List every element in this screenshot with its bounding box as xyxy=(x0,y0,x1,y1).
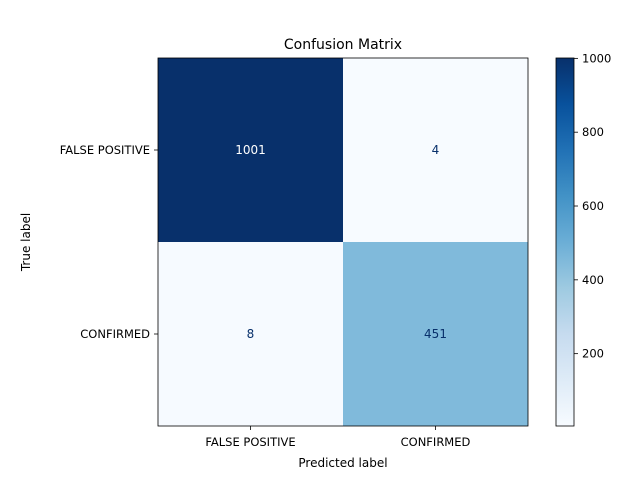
x-axis-label: Predicted label xyxy=(298,456,387,470)
heatmap-cells xyxy=(158,58,528,426)
heatmap-cell xyxy=(158,242,343,426)
colorbar-ticks: 200 400 600 800 1000 xyxy=(574,51,611,361)
heatmap-cell xyxy=(158,58,343,242)
colorbar-tick-label: 600 xyxy=(582,199,604,213)
x-tick-label: FALSE POSITIVE xyxy=(205,435,295,449)
y-axis-ticks: FALSE POSITIVE CONFIRMED xyxy=(60,143,158,341)
y-tick-label: FALSE POSITIVE xyxy=(60,143,150,157)
cell-value-label: 451 xyxy=(424,327,447,341)
chart-title: Confusion Matrix xyxy=(284,37,402,53)
plot-frame xyxy=(157,57,529,427)
heatmap-cell-labels: 1001 4 8 451 xyxy=(235,143,447,341)
cell-value-label: 4 xyxy=(432,143,440,157)
x-tick-label: CONFIRMED xyxy=(401,435,471,449)
colorbar xyxy=(555,57,575,427)
y-axis-label: True label xyxy=(19,213,33,272)
colorbar-tick-label: 400 xyxy=(582,273,604,287)
x-axis-ticks: FALSE POSITIVE CONFIRMED xyxy=(205,426,471,449)
cell-value-label: 8 xyxy=(247,327,255,341)
heatmap-cell xyxy=(343,58,528,242)
cell-value-label: 1001 xyxy=(235,143,266,157)
colorbar-tick-label: 200 xyxy=(582,347,604,361)
y-tick-label: CONFIRMED xyxy=(80,327,150,341)
colorbar-tick-label: 1000 xyxy=(582,51,611,65)
heatmap-cell xyxy=(343,242,528,426)
colorbar-tick-label: 800 xyxy=(582,125,604,139)
